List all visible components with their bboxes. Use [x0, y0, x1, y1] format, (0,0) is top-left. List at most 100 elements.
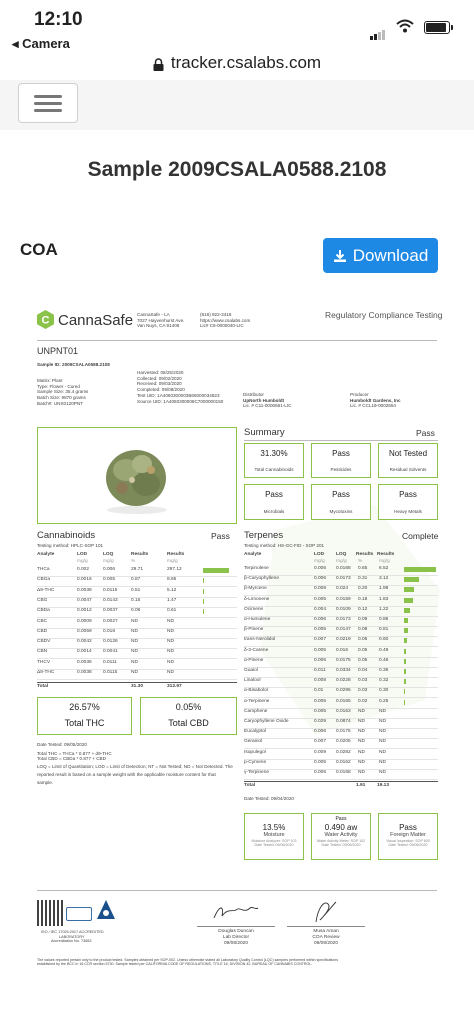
- result-bar: [404, 577, 420, 583]
- result-bar: [203, 568, 229, 573]
- producer-info: Producer Humboldt Gardens, Inc Lic. # CCL1…: [350, 392, 401, 409]
- table-row: THCa 0.002 0.006 29.71 297.12: [37, 567, 237, 577]
- result-bar: [404, 638, 407, 644]
- foreign-matter-card: Pass Foreign Matter Visual Inspection: S…: [378, 813, 438, 860]
- result-bar: [404, 587, 414, 593]
- result-bar: [404, 648, 407, 654]
- accreditation-text: ISO / IEC 17025:2017 ACCREDITED LABORATO…: [41, 930, 104, 944]
- result-bar: [404, 669, 406, 674]
- coa-document: C CannaSafe CannaSafe - LA 7027 Hayvenhur…: [25, 290, 449, 990]
- qr-code-icon: [37, 900, 63, 926]
- regulatory-testing-label: Regulatory Compliance Testing: [325, 310, 443, 320]
- brand-name: CannaSafe: [58, 312, 134, 329]
- table-row: δ-Limonene 0.005 0.0159 0.18 1.83: [244, 597, 438, 607]
- cannabinoids-notes: Date Tested: 09/05/2020 Total THC = THCa…: [37, 742, 233, 785]
- sample-meta: Matrix: Plant Type: Flower - Cured Sample …: [37, 378, 89, 406]
- address-bar[interactable]: tracker.csalabs.com: [0, 48, 474, 78]
- cannabinoids-method: Testing method: HPLC-SOP 101: [37, 543, 104, 548]
- table-row: CBC 0.0009 0.0027 ND ND: [37, 619, 237, 629]
- result-bar: [404, 607, 410, 613]
- result-bar: [404, 689, 406, 695]
- total-thc-card: 26.57% Total THC: [37, 697, 132, 735]
- table-row: Linalool 0.008 0.0228 0.03 0.32: [244, 678, 438, 689]
- download-icon: [333, 249, 346, 262]
- table-row: α-Pinene 0.006 0.0175 0.05 0.46: [244, 658, 438, 668]
- sample-name: UNPNT01: [37, 346, 79, 356]
- menu-bar-icon: [34, 102, 62, 105]
- result-bar: [404, 628, 408, 634]
- total-cbd-card: 0.05% Total CBD: [140, 697, 237, 735]
- lab-address: CannaSafe - LA 7027 Hayvenhurst Ave. Van N…: [137, 312, 185, 329]
- result-bar: [203, 609, 204, 615]
- cannabinoids-status: Pass: [211, 531, 230, 541]
- table-row: CBDa 0.0012 0.0037 0.06 0.61: [37, 608, 237, 619]
- result-bar: [203, 598, 204, 604]
- clock: 12:10: [34, 9, 83, 30]
- table-row: δ-3-Carene 0.005 0.016 0.05 0.49: [244, 648, 438, 658]
- table-row: Eucalyptol 0.006 0.0175 ND ND: [244, 729, 438, 740]
- result-bar: [203, 578, 204, 584]
- water-activity-card: Pass 0.490 aw Water Activity Water Activ…: [311, 813, 371, 860]
- result-bar: [404, 567, 436, 572]
- back-to-camera-link[interactable]: ◂ Camera: [12, 36, 70, 51]
- summary-status: Pass: [416, 428, 435, 438]
- result-bar: [203, 588, 204, 594]
- summary-card-total-cannabinoids: 31.30% Total Cannabinoids: [244, 443, 304, 478]
- table-row: Ocimene 0.004 0.0109 0.12 1.22: [244, 607, 438, 617]
- site-navbar: [0, 80, 474, 130]
- svg-text:C: C: [42, 315, 50, 327]
- terpenes-method: Testing method: HS-GC-FID - SOP 201: [244, 543, 325, 548]
- table-row: Caryophyllene Oxide 0.029 0.0874 ND ND: [244, 719, 438, 729]
- lock-icon: [153, 57, 164, 71]
- table-row: THCV 0.0036 0.0111 ND ND: [37, 660, 237, 670]
- cannabis-flower-image: [106, 450, 167, 514]
- table-row: CBGa 0.0016 0.005 0.87 8.65: [37, 577, 237, 588]
- url-text: tracker.csalabs.com: [170, 53, 322, 72]
- cannabinoids-title: Cannabinoids: [37, 530, 96, 541]
- summary-card-residual-solvents: Not Tested Residual Solvents: [378, 443, 438, 478]
- table-row: CBD 0.0059 0.018 ND ND: [37, 629, 237, 639]
- table-row: p-Cymene 0.005 0.0162 ND ND: [244, 760, 438, 770]
- result-bar: [404, 618, 409, 623]
- table-row: Camphene 0.005 0.0163 ND ND: [244, 709, 438, 719]
- table-row: α-Bisabolol 0.01 0.0295 0.03 0.30: [244, 688, 438, 699]
- coa-reviewer-block: Musa Aman COA Review 09/08/2020: [312, 929, 340, 946]
- table-row: Terpinolene 0.006 0.0168 0.65 6.52: [244, 566, 438, 576]
- table-row: CBDV 0.0042 0.0126 ND ND: [37, 639, 237, 650]
- result-bar: [404, 658, 407, 664]
- summary-card-microbials: Pass Microbials: [244, 484, 304, 520]
- status-bar: 12:10 ◂ Camera: [0, 0, 474, 51]
- table-row: γ-Terpinene 0.006 0.0168 ND ND: [244, 770, 438, 780]
- sample-id: Sample ID: 2009CSALA0588.2108: [37, 362, 110, 367]
- download-label: Download: [352, 245, 429, 265]
- menu-bar-icon: [34, 95, 62, 98]
- summary-card-pesticides: Pass Pesticides: [311, 443, 371, 478]
- wifi-icon: [396, 19, 414, 33]
- lab-contact: (818) 922-2416 https://www.csalabs.com Lic…: [200, 312, 251, 329]
- table-row: β-Myrcene 0.008 0.024 0.20 1.98: [244, 586, 438, 597]
- table-row: Δ9-THC 0.0038 0.0115 0.51 5.12: [37, 588, 237, 598]
- table-row: α-Terpinene 0.005 0.0165 0.02 0.25: [244, 699, 438, 709]
- coa-heading: COA: [20, 240, 58, 259]
- result-bar: [404, 679, 406, 685]
- download-button[interactable]: Download: [323, 238, 438, 273]
- coa-reviewer-signature: [315, 901, 337, 923]
- page-title: Sample 2009CSALA0588.2108: [87, 158, 387, 181]
- terpenes-date: Date Tested: 09/04/2020: [244, 796, 294, 801]
- lab-director-block: Douglas Duncan Lab Director 09/08/2020: [218, 929, 254, 946]
- hamburger-menu-button[interactable]: [18, 83, 78, 123]
- moisture-card: 13.5% Moisture Moisture Analyzer: SOP 10…: [244, 813, 304, 860]
- product-image-frame: [37, 427, 237, 524]
- table-row: Isopulegol 0.009 0.0282 ND ND: [244, 750, 438, 760]
- table-row: CBG 0.0047 0.0143 0.15 1.47: [37, 598, 237, 608]
- table-row: trans-Nerolidol 0.007 0.0219 0.06 0.60: [244, 637, 438, 648]
- result-bar: [404, 597, 413, 603]
- table-row: Δ8-THC 0.0038 0.0115 ND ND: [37, 670, 237, 680]
- cannasafe-logo-icon: C: [37, 310, 54, 329]
- table-row: β-Caryophyllene 0.006 0.0173 0.31 3.12: [244, 576, 438, 587]
- table-row: Guaiol 0.011 0.0334 0.04 0.36: [244, 668, 438, 678]
- menu-bar-icon: [34, 109, 62, 112]
- sample-dates: Harvested: 08/25/2020 Collected: 09/02/20…: [137, 370, 224, 404]
- table-row: CBN 0.0014 0.0041 ND ND: [37, 649, 237, 660]
- cellular-signal-icon: [370, 22, 386, 40]
